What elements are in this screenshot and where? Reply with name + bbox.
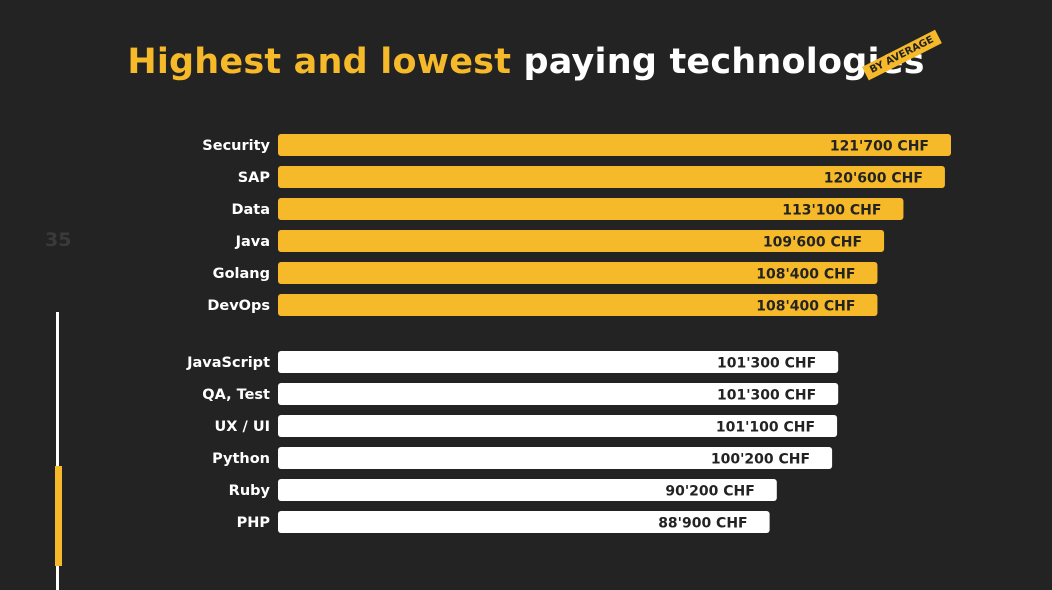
value-label-python: 100'200 CHF [711,452,810,468]
value-label-devops: 108'400 CHF [756,299,855,315]
value-label-data: 113'100 CHF [782,203,881,219]
bar-php [278,511,770,533]
value-label-javascript: 101'300 CHF [717,356,816,372]
value-label-sap: 120'600 CHF [824,171,923,187]
value-label-php: 88'900 CHF [658,516,747,532]
page-title: Highest and lowest paying technologies [0,42,1052,82]
category-label-security: Security [202,138,270,154]
bar-python [278,447,833,469]
bar-ruby [278,479,777,501]
bar-security [278,134,951,156]
side-accent-bar [55,466,62,566]
bar-ux-ui [278,415,838,437]
category-label-php: PHP [237,515,271,531]
bar-devops [278,294,878,316]
value-label-java: 109'600 CHF [763,235,862,251]
value-label-qa-test: 101'300 CHF [717,388,816,404]
side-divider-line [56,312,59,590]
category-label-ux-ui: UX / UI [214,419,270,435]
value-label-golang: 108'400 CHF [756,267,855,283]
title-highlight: Highest and lowest [127,42,512,82]
category-label-devops: DevOps [207,298,270,314]
value-label-ruby: 90'200 CHF [665,484,754,500]
category-label-javascript: JavaScript [186,355,270,371]
value-label-ux-ui: 101'100 CHF [716,420,815,436]
bar-javascript [278,351,839,373]
category-label-golang: Golang [213,266,270,282]
bar-data [278,198,904,220]
category-label-ruby: Ruby [229,483,271,499]
bar-java [278,230,885,252]
bar-sap [278,166,945,188]
category-label-java: Java [235,234,270,250]
bar-qa-test [278,383,839,405]
category-label-python: Python [212,451,270,467]
category-label-data: Data [231,202,270,218]
value-label-security: 121'700 CHF [830,139,929,155]
bar-golang [278,262,878,284]
category-label-sap: SAP [238,170,271,186]
page-number: 35 [45,229,72,251]
category-label-qa-test: QA, Test [202,387,270,403]
title-rest: paying technologies [523,42,925,82]
